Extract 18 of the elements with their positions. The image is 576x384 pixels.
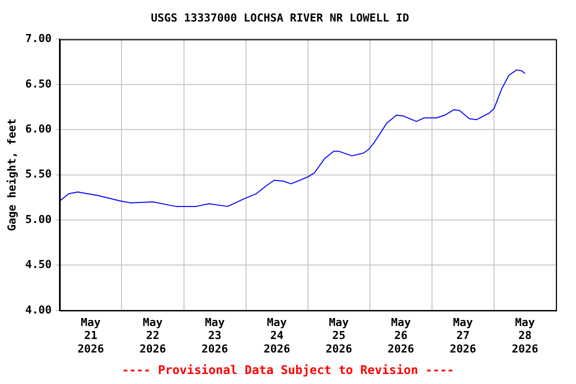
x-tick-label: May 26 2026	[388, 316, 415, 356]
y-tick-label: 7.00	[25, 32, 52, 46]
x-tick-label: May 28 2026	[512, 316, 539, 356]
x-tick-label: May 22 2026	[140, 316, 166, 356]
y-tick-label: 6.50	[25, 77, 52, 90]
x-tick-label: May 21 2026	[77, 316, 104, 356]
x-tick-label: May 25 2026	[326, 316, 352, 356]
y-tick-label: 4.00	[25, 303, 52, 316]
y-tick-label: 5.50	[25, 168, 52, 181]
x-tick-label: May 24 2026	[264, 316, 290, 356]
text: ---- Provisional Data Subject to Revision ----	[120, 362, 456, 378]
y-axis-title: Gage height, feet	[5, 118, 18, 232]
x-tick-label: May 23 2026	[202, 316, 228, 356]
y-tick-label: 5.00	[25, 212, 52, 226]
y-tick-label: 4.50	[25, 258, 52, 272]
chart-title: USGS 13337000 LOCHSA RIVER NR LOWELL ID	[150, 11, 410, 24]
y-tick-label: 6.00	[25, 122, 52, 136]
x-tick-label: May 27 2026	[450, 316, 477, 356]
